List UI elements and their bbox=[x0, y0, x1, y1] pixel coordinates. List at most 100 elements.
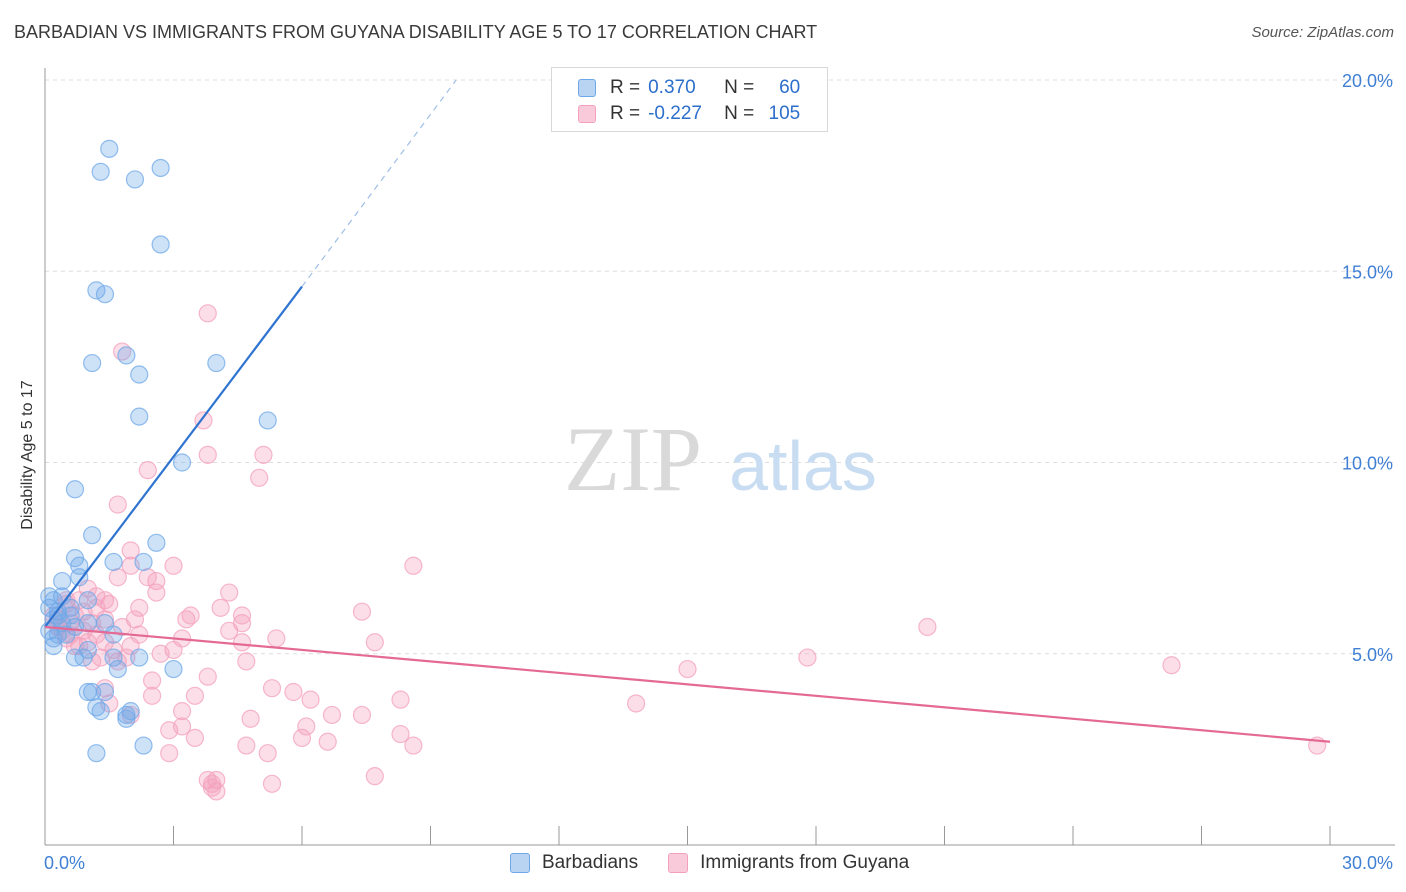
guyana-point[interactable] bbox=[678, 659, 697, 679]
guyana-point[interactable] bbox=[142, 671, 162, 690]
guyana-point[interactable] bbox=[220, 583, 239, 602]
barbadian-point[interactable] bbox=[44, 629, 63, 648]
barbadian-point[interactable] bbox=[108, 659, 127, 679]
legend-item-barbadians[interactable]: Barbadians bbox=[510, 852, 638, 874]
guyana-point[interactable] bbox=[198, 304, 217, 323]
guyana-point[interactable] bbox=[121, 541, 140, 560]
barbadian-point[interactable] bbox=[104, 648, 123, 667]
guyana-point[interactable] bbox=[297, 717, 316, 736]
barbadian-point[interactable] bbox=[87, 744, 106, 763]
barbadian-point[interactable] bbox=[151, 158, 170, 178]
guyana-point[interactable] bbox=[198, 667, 217, 686]
guyana-point[interactable] bbox=[211, 598, 230, 617]
guyana-point[interactable] bbox=[391, 724, 410, 744]
barbadian-point[interactable] bbox=[91, 162, 110, 181]
barbadian-point[interactable] bbox=[172, 453, 192, 472]
barbadian-point[interactable] bbox=[74, 648, 93, 667]
blue-swatch bbox=[510, 853, 530, 873]
guyana-point[interactable] bbox=[918, 617, 937, 637]
guyana-point[interactable] bbox=[207, 782, 226, 801]
guyana-point[interactable] bbox=[100, 594, 119, 614]
barbadian-point[interactable] bbox=[134, 736, 153, 755]
barbadian-point[interactable] bbox=[91, 702, 110, 721]
r-label: R = bbox=[610, 103, 641, 124]
guyana-point[interactable] bbox=[352, 602, 372, 621]
barbadian-point[interactable] bbox=[125, 170, 145, 189]
guyana-point[interactable] bbox=[391, 690, 410, 709]
guyana-point[interactable] bbox=[258, 744, 277, 763]
guyana-point[interactable] bbox=[108, 495, 127, 514]
barbadian-point[interactable] bbox=[95, 285, 115, 304]
guyana-point[interactable] bbox=[232, 606, 252, 625]
legend-item-guyana[interactable]: Immigrants from Guyana bbox=[668, 852, 909, 874]
guyana-point[interactable] bbox=[404, 556, 423, 575]
barbadian-point[interactable] bbox=[151, 235, 170, 254]
guyana-point[interactable] bbox=[194, 411, 213, 430]
barbadian-point[interactable] bbox=[95, 682, 115, 702]
barbadian-point[interactable] bbox=[130, 407, 149, 426]
barbadian-point[interactable] bbox=[65, 480, 85, 499]
guyana-point[interactable] bbox=[250, 468, 269, 487]
stats-legend: R = 0.370 N = 60 R = -0.227 N = 105 bbox=[551, 67, 828, 132]
guyana-point[interactable] bbox=[237, 652, 256, 671]
guyana-point[interactable] bbox=[241, 709, 260, 728]
guyana-point[interactable] bbox=[1162, 656, 1181, 675]
guyana-point[interactable] bbox=[267, 629, 286, 648]
guyana-point[interactable] bbox=[147, 571, 166, 591]
guyana-point[interactable] bbox=[322, 705, 342, 725]
guyana-point[interactable] bbox=[318, 732, 337, 751]
barbadian-point[interactable] bbox=[78, 591, 97, 610]
guyana-point[interactable] bbox=[185, 728, 205, 748]
guyana-point[interactable] bbox=[164, 556, 183, 575]
guyana-point[interactable] bbox=[365, 767, 384, 786]
guyana-point[interactable] bbox=[352, 705, 372, 725]
barbadian-point[interactable] bbox=[48, 606, 67, 625]
guyana-point[interactable] bbox=[254, 445, 273, 464]
guyana-point[interactable] bbox=[365, 633, 384, 652]
barbadian-point[interactable] bbox=[207, 353, 226, 373]
guyana-point[interactable] bbox=[626, 694, 646, 713]
barbadian-point[interactable] bbox=[130, 365, 149, 384]
guyana-point[interactable] bbox=[262, 774, 282, 793]
source-credit: Source: ZipAtlas.com bbox=[1251, 24, 1394, 41]
guyana-point[interactable] bbox=[301, 690, 320, 709]
guyana-point[interactable] bbox=[160, 721, 179, 740]
barbadian-point[interactable] bbox=[134, 552, 153, 572]
barbadian-point[interactable] bbox=[78, 614, 97, 633]
guyana-point[interactable] bbox=[160, 744, 179, 763]
guyana-point[interactable] bbox=[164, 640, 183, 660]
guyana-point[interactable] bbox=[172, 702, 192, 721]
barbadian-point[interactable] bbox=[130, 648, 149, 667]
guyana-point[interactable] bbox=[292, 728, 312, 748]
barbadian-point[interactable] bbox=[83, 353, 102, 373]
guyana-point[interactable] bbox=[237, 736, 256, 755]
barbadian-point[interactable] bbox=[147, 533, 166, 552]
barbadian-point[interactable] bbox=[70, 568, 89, 587]
barbadian-point[interactable] bbox=[44, 636, 63, 656]
guyana-point[interactable] bbox=[181, 606, 200, 625]
barbadian-point[interactable] bbox=[164, 659, 183, 679]
guyana-point[interactable] bbox=[404, 736, 423, 755]
barbadian-point[interactable] bbox=[53, 571, 72, 591]
barbadian-point[interactable] bbox=[104, 552, 123, 572]
guyana-point[interactable] bbox=[220, 621, 239, 640]
barbadian-point[interactable] bbox=[87, 281, 106, 300]
barbadian-point[interactable] bbox=[117, 346, 136, 365]
barbadian-point[interactable] bbox=[258, 411, 277, 430]
guyana-point[interactable] bbox=[125, 610, 145, 629]
guyana-point[interactable] bbox=[232, 633, 252, 652]
guyana-point[interactable] bbox=[185, 686, 205, 705]
guyana-point[interactable] bbox=[130, 598, 149, 617]
barbadian-point[interactable] bbox=[100, 139, 119, 158]
guyana-point[interactable] bbox=[142, 686, 162, 705]
y-tick-label: 15.0% bbox=[1342, 262, 1393, 282]
guyana-point[interactable] bbox=[798, 648, 817, 667]
guyana-point[interactable] bbox=[284, 682, 303, 702]
guyana-point[interactable] bbox=[138, 461, 157, 480]
guyana-point[interactable] bbox=[262, 679, 282, 698]
guyana-point[interactable] bbox=[83, 652, 102, 671]
guyana-point[interactable] bbox=[198, 445, 217, 464]
guyana-point[interactable] bbox=[108, 568, 127, 587]
barbadian-point[interactable] bbox=[117, 709, 136, 728]
barbadian-point[interactable] bbox=[83, 526, 102, 545]
